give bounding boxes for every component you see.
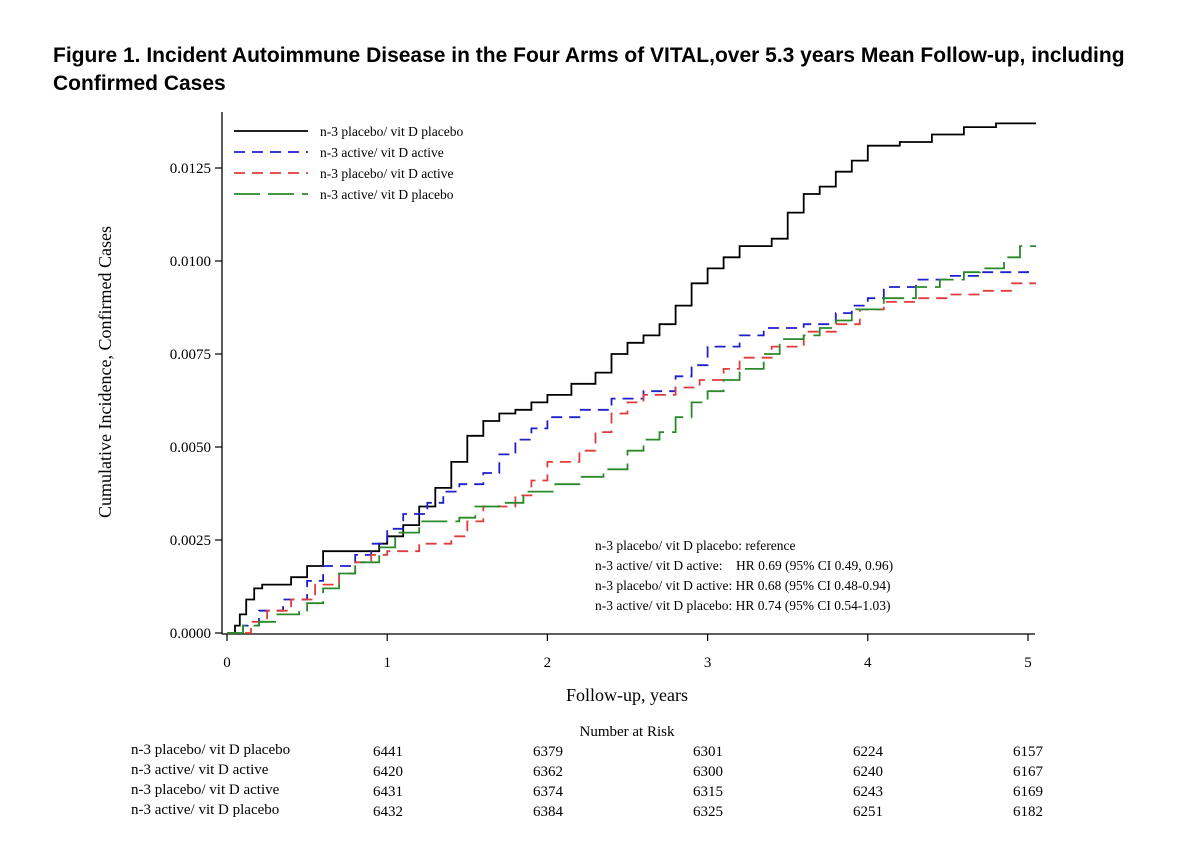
chart-axes: 0.0000 0.0025 0.0050 0.0075 0.0100 0.0125 0 1 2 3… [95,112,1035,705]
legend-label: n-3 active/ vit D active [320,145,444,160]
figure-title: Figure 1. Incident Autoimmune Disease in… [53,44,1125,95]
risk-value: 6432 [373,804,403,820]
series-line-2 [227,264,1029,634]
risk-value: 6315 [693,784,723,800]
risk-value: 6431 [373,784,403,800]
x-tick-label: 5 [1024,655,1032,671]
legend-label: n-3 placebo/ vit D active [320,166,453,181]
risk-row-label: n-3 active/ vit D placebo [131,802,279,818]
x-tick-label: 4 [864,655,872,671]
x-tick-label: 2 [544,655,552,671]
risk-value: 6240 [853,764,883,780]
risk-value: 6441 [373,744,403,760]
x-tick-label: 1 [383,655,391,671]
y-axis-label: Cumulative Incidence, Confirmed Cases [95,226,115,518]
chart-series [227,122,1036,634]
hr-annotation: n-3 active/ vit D placebo: HR 0.74 (95% … [595,598,890,613]
hr-annotation: n-3 placebo/ vit D active: HR 0.68 (95% … [595,578,890,593]
x-tick-label: 3 [704,655,712,671]
hazard-ratio-annotations: n-3 placebo/ vit D placebo: reference n-3… [595,538,893,613]
y-tick-label: 0.0025 [170,533,211,549]
risk-value: 6167 [1013,764,1044,780]
risk-row-label: n-3 placebo/ vit D active [131,782,280,798]
x-tick-label: 0 [223,655,231,671]
risk-value: 6384 [533,804,564,820]
legend-label: n-3 placebo/ vit D placebo [320,124,463,139]
chart-legend: n-3 placebo/ vit D placebo n-3 active/ vi… [234,124,463,202]
legend-label: n-3 active/ vit D placebo [320,187,454,202]
risk-value: 6374 [533,784,564,800]
risk-value: 6300 [693,764,723,780]
hr-annotation: n-3 active/ vit D active: HR 0.69 (95% C… [595,558,893,573]
risk-row-label: n-3 placebo/ vit D placebo [131,742,290,758]
risk-value: 6301 [693,744,723,760]
number-at-risk-table: Number at Risk n-3 placebo/ vit D placebo… [131,724,1044,820]
y-tick-label: 0.0000 [170,626,211,642]
risk-table-title: Number at Risk [580,724,675,740]
risk-value: 6251 [853,804,883,820]
risk-value: 6157 [1013,744,1044,760]
risk-value: 6379 [533,744,563,760]
risk-row-label: n-3 active/ vit D active [131,762,269,778]
series-line-4 [227,245,1036,634]
series-line-1 [227,122,1036,634]
risk-value: 6420 [373,764,403,780]
risk-value: 6224 [853,744,884,760]
y-tick-label: 0.0050 [170,440,211,456]
risk-value: 6362 [533,764,563,780]
risk-value: 6182 [1013,804,1043,820]
y-tick-label: 0.0100 [170,254,211,270]
risk-value: 6169 [1013,784,1043,800]
y-tick-label: 0.0075 [170,347,211,363]
y-tick-label: 0.0125 [170,161,211,177]
x-axis-label: Follow-up, years [566,685,688,705]
hr-annotation: n-3 placebo/ vit D placebo: reference [595,538,796,553]
risk-value: 6325 [693,804,723,820]
risk-value: 6243 [853,784,883,800]
